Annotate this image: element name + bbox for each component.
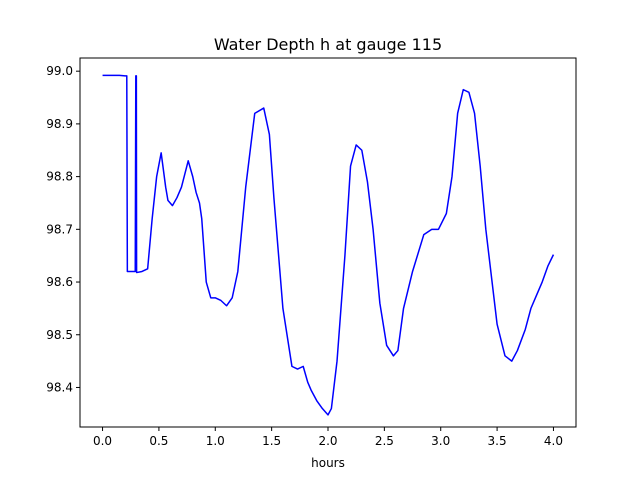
x-tick-label: 0.5 <box>149 434 168 448</box>
y-tick-label: 98.4 <box>46 380 73 394</box>
x-tick-label: 4.0 <box>544 434 563 448</box>
x-tick-label: 3.0 <box>431 434 450 448</box>
y-tick-label: 98.6 <box>46 275 73 289</box>
x-axis: 0.0 0.5 1.0 1.5 2.0 2.5 3.0 3.5 4.0 <box>93 427 563 448</box>
y-tick-label: 99.0 <box>46 64 73 78</box>
series-line-0 <box>102 74 555 416</box>
y-tick-label: 98.5 <box>46 328 73 342</box>
y-tick-label: 98.9 <box>46 117 73 131</box>
x-tick-label: 1.5 <box>262 434 281 448</box>
x-tick-label: 2.5 <box>375 434 394 448</box>
x-tick-label: 0.0 <box>93 434 112 448</box>
plot-frame <box>79 57 577 428</box>
x-tick-label: 3.5 <box>488 434 507 448</box>
series-layer <box>102 74 555 416</box>
x-tick-label: 1.0 <box>206 434 225 448</box>
y-axis: 98.4 98.5 98.6 98.7 98.8 98.9 99.0 <box>46 64 80 394</box>
y-tick-label: 98.8 <box>46 170 73 184</box>
x-tick-label: 2.0 <box>318 434 337 448</box>
y-tick-label: 98.7 <box>46 222 73 236</box>
x-axis-label: hours <box>311 456 345 470</box>
chart-title: Water Depth h at gauge 115 <box>214 35 442 54</box>
